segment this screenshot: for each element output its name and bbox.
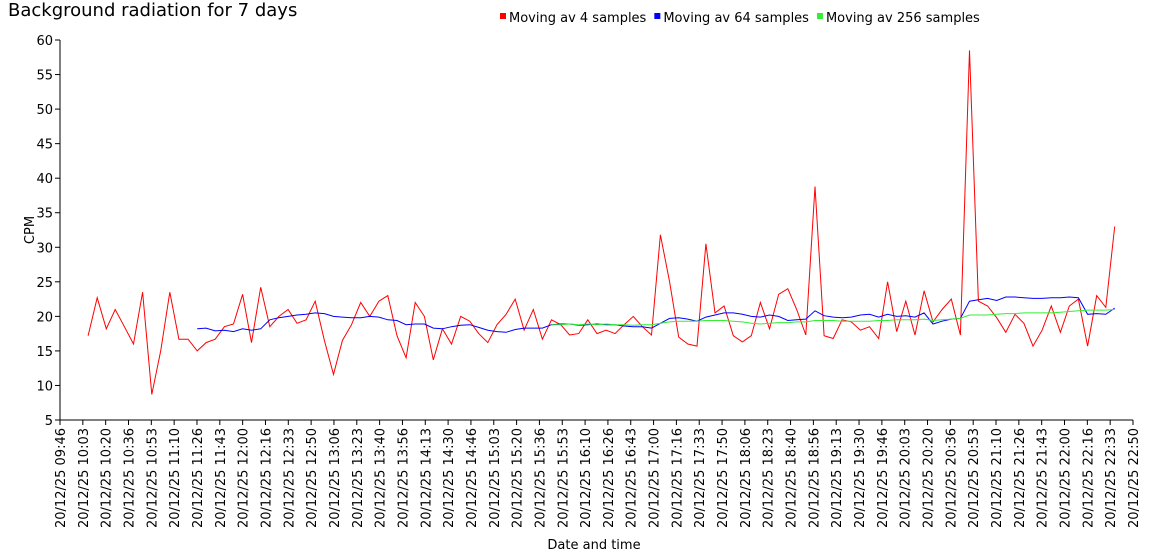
x-tick-label: 20/12/25 14:30 bbox=[442, 428, 457, 528]
legend-label: Moving av 4 samples bbox=[509, 11, 647, 26]
x-tick-label: 20/12/25 18:06 bbox=[739, 428, 754, 528]
x-tick-label: 20/12/25 11:10 bbox=[168, 428, 183, 528]
x-tick-label: 20/12/25 21:26 bbox=[1013, 428, 1028, 528]
legend-swatch bbox=[500, 13, 506, 19]
x-tick-label: 20/12/25 18:56 bbox=[807, 428, 822, 528]
x-tick-label: 20/12/25 20:36 bbox=[944, 428, 959, 528]
legend-label: Moving av 256 samples bbox=[826, 11, 980, 26]
x-tick-label: 20/12/25 10:20 bbox=[100, 428, 115, 528]
x-tick-label: 20/12/25 16:43 bbox=[625, 428, 640, 528]
x-tick-label: 20/12/25 18:23 bbox=[762, 428, 777, 528]
y-tick-label: 30 bbox=[36, 241, 53, 256]
legend-label: Moving av 64 samples bbox=[663, 11, 809, 26]
y-tick-label: 15 bbox=[36, 345, 53, 360]
x-tick-label: 20/12/25 22:16 bbox=[1081, 428, 1096, 528]
x-tick-label: 20/12/25 16:26 bbox=[602, 428, 617, 528]
x-tick-label: 20/12/25 17:16 bbox=[670, 428, 685, 528]
x-tick-label: 20/12/25 14:13 bbox=[419, 428, 434, 528]
series-line bbox=[197, 296, 1115, 333]
x-tick-label: 20/12/25 22:00 bbox=[1059, 428, 1074, 528]
y-tick-label: 60 bbox=[36, 34, 53, 49]
x-tick-label: 20/12/25 12:16 bbox=[259, 428, 274, 528]
x-tick-label: 20/12/25 12:33 bbox=[282, 428, 297, 528]
x-tick-label: 20/12/25 13:23 bbox=[351, 428, 366, 528]
y-tick-label: 20 bbox=[36, 310, 53, 325]
x-tick-label: 20/12/25 19:30 bbox=[853, 428, 868, 528]
y-tick-label: 25 bbox=[36, 276, 53, 291]
x-tick-label: 20/12/25 20:53 bbox=[967, 428, 982, 528]
x-tick-label: 20/12/25 15:03 bbox=[488, 428, 503, 528]
y-tick-label: 55 bbox=[36, 69, 53, 84]
y-tick-label: 5 bbox=[45, 414, 53, 429]
series-line bbox=[551, 309, 1115, 326]
x-tick-label: 20/12/25 15:36 bbox=[533, 428, 548, 528]
x-tick-label: 20/12/25 16:10 bbox=[579, 428, 594, 528]
y-tick-label: 35 bbox=[36, 207, 53, 222]
x-tick-label: 20/12/25 12:00 bbox=[237, 428, 252, 528]
x-tick-label: 20/12/25 13:06 bbox=[328, 428, 343, 528]
x-tick-label: 20/12/25 13:40 bbox=[374, 428, 389, 528]
y-tick-label: 50 bbox=[36, 103, 53, 118]
x-tick-label: 20/12/25 09:46 bbox=[54, 428, 69, 528]
x-tick-label: 20/12/25 20:20 bbox=[922, 428, 937, 528]
x-tick-label: 20/12/25 13:56 bbox=[396, 428, 411, 528]
x-tick-label: 20/12/25 22:33 bbox=[1104, 428, 1119, 528]
y-tick-label: 40 bbox=[36, 172, 53, 187]
x-tick-label: 20/12/25 10:03 bbox=[77, 428, 92, 528]
x-tick-label: 20/12/25 18:40 bbox=[785, 428, 800, 528]
x-tick-label: 20/12/25 19:46 bbox=[876, 428, 891, 528]
x-tick-label: 20/12/25 21:10 bbox=[990, 428, 1005, 528]
x-tick-label: 20/12/25 11:43 bbox=[214, 428, 229, 528]
y-axis-label: CPM bbox=[23, 216, 38, 244]
x-tick-label: 20/12/25 15:53 bbox=[556, 428, 571, 528]
x-tick-label: 20/12/25 10:53 bbox=[145, 428, 160, 528]
y-tick-label: 45 bbox=[36, 138, 53, 153]
x-tick-label: 20/12/25 14:46 bbox=[465, 428, 480, 528]
x-tick-label: 20/12/25 10:36 bbox=[122, 428, 137, 528]
x-axis-label: Date and time bbox=[547, 538, 640, 553]
series-line bbox=[87, 50, 1116, 395]
x-tick-label: 20/12/25 15:20 bbox=[511, 428, 526, 528]
x-tick-label: 20/12/25 11:26 bbox=[191, 428, 206, 528]
legend-swatch bbox=[654, 13, 661, 19]
chart-title: Background radiation for 7 days bbox=[8, 0, 297, 21]
x-tick-label: 20/12/25 17:50 bbox=[716, 428, 731, 528]
x-tick-label: 20/12/25 20:03 bbox=[899, 428, 914, 528]
x-tick-label: 20/12/25 17:00 bbox=[648, 428, 663, 528]
x-tick-label: 20/12/25 12:50 bbox=[305, 428, 320, 528]
x-tick-label: 20/12/25 22:50 bbox=[1127, 428, 1142, 528]
x-tick-label: 20/12/25 21:43 bbox=[1036, 428, 1051, 528]
x-tick-label: 20/12/25 17:33 bbox=[693, 428, 708, 528]
legend-swatch bbox=[816, 13, 823, 19]
x-tick-label: 20/12/25 19:13 bbox=[830, 428, 845, 528]
y-tick-label: 10 bbox=[36, 379, 53, 394]
